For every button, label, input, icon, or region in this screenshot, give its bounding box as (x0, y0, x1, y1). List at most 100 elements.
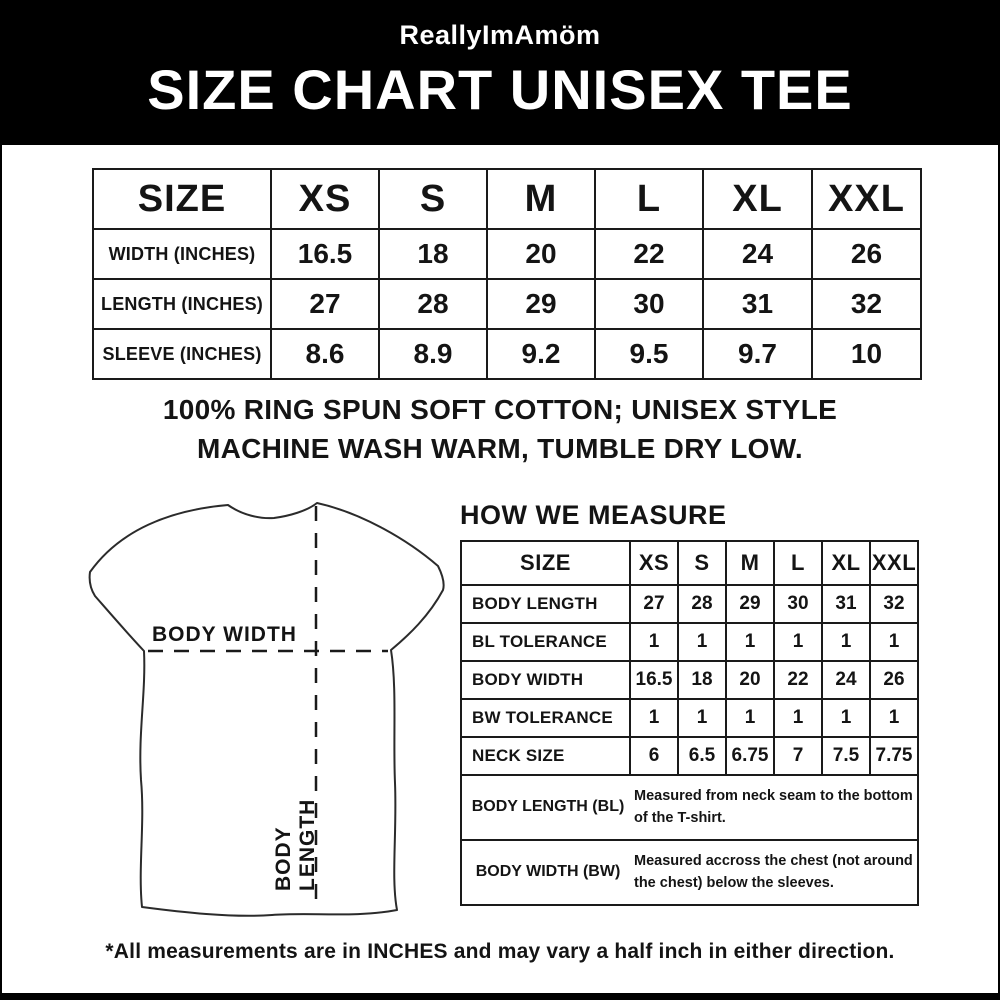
value-cell: 1 (629, 622, 679, 662)
value-cell: 29 (725, 584, 775, 624)
measure-table: SIZE XS S M L XL XXL BODY LENGTH 27 28 2… (460, 540, 919, 906)
table-row-length: LENGTH (INCHES) 27 28 29 30 31 32 (92, 278, 922, 330)
definition-row-bw: BODY WIDTH (BW) Measured accross the che… (460, 839, 919, 906)
value-cell: 28 (677, 584, 727, 624)
table-row-width: WIDTH (INCHES) 16.5 18 20 22 24 26 (92, 228, 922, 280)
value-cell: 1 (677, 622, 727, 662)
definition-term: BODY WIDTH (BW) (475, 863, 621, 881)
tee-outline (88, 502, 445, 917)
value-cell: 28 (378, 278, 488, 330)
size-table-header-row: SIZE XS S M L XL XXL (92, 168, 922, 230)
value-cell: 7.5 (821, 736, 871, 776)
col-header-size: SIZE (92, 168, 272, 230)
value-cell: 18 (677, 660, 727, 700)
header-band: ReallyImAmöm SIZE CHART UNISEX TEE (2, 0, 998, 145)
measure-section-title: HOW WE MEASURE (460, 500, 727, 530)
value-cell: 1 (677, 698, 727, 738)
value-cell: 1 (869, 622, 919, 662)
value-cell: 6.75 (725, 736, 775, 776)
value-cell: 1 (869, 698, 919, 738)
bottom-frame-bar (2, 993, 998, 1000)
value-cell: 27 (270, 278, 380, 330)
value-cell: 1 (725, 698, 775, 738)
col-header-xxl: XXL (869, 540, 919, 586)
row-label: BODY LENGTH (460, 584, 631, 624)
value-cell: 6 (629, 736, 679, 776)
value-cell: 20 (725, 660, 775, 700)
definition-text: Measured accross the chest (not around t… (634, 852, 913, 891)
care-text-line2: MACHINE WASH WARM, TUMBLE DRY LOW. (197, 433, 803, 464)
value-cell: 26 (811, 228, 922, 280)
definition-row-bl: BODY LENGTH (BL) Measured from neck seam… (460, 774, 919, 841)
table-row-body-width: BODY WIDTH 16.5 18 20 22 24 26 (460, 660, 919, 700)
value-cell: 7 (773, 736, 823, 776)
value-cell: 31 (702, 278, 813, 330)
value-cell: 1 (773, 698, 823, 738)
tee-outline-svg (88, 502, 445, 917)
value-cell: 1 (773, 622, 823, 662)
value-cell: 9.7 (702, 328, 813, 380)
table-row-bl-tolerance: BL TOLERANCE 1 1 1 1 1 1 (460, 622, 919, 662)
row-label: BL TOLERANCE (460, 622, 631, 662)
footnote: *All measurements are in INCHES and may … (105, 940, 895, 963)
value-cell: 1 (821, 698, 871, 738)
table-row-body-length: BODY LENGTH 27 28 29 30 31 32 (460, 584, 919, 624)
col-header-s: S (378, 168, 488, 230)
value-cell: 31 (821, 584, 871, 624)
page-title: SIZE CHART UNISEX TEE (147, 58, 853, 121)
value-cell: 26 (869, 660, 919, 700)
col-header-m: M (725, 540, 775, 586)
row-label: NECK SIZE (460, 736, 631, 776)
tee-diagram: BODY WIDTH BODY LENGTH (62, 488, 454, 933)
definition-text: Measured from neck seam to the bottom of… (634, 787, 913, 826)
value-cell: 6.5 (677, 736, 727, 776)
value-cell: 32 (811, 278, 922, 330)
value-cell: 22 (594, 228, 704, 280)
row-label: WIDTH (INCHES) (92, 228, 272, 280)
value-cell: 8.9 (378, 328, 488, 380)
table-row-neck-size: NECK SIZE 6 6.5 6.75 7 7.5 7.75 (460, 736, 919, 776)
value-cell: 24 (702, 228, 813, 280)
col-header-m: M (486, 168, 596, 230)
care-text: 100% RING SPUN SOFT COTTON; UNISEX STYLE… (2, 390, 998, 468)
col-header-s: S (677, 540, 727, 586)
definition-term: BODY LENGTH (BL) (471, 798, 625, 816)
value-cell: 9.5 (594, 328, 704, 380)
value-cell: 16.5 (270, 228, 380, 280)
col-header-l: L (594, 168, 704, 230)
row-label: LENGTH (INCHES) (92, 278, 272, 330)
value-cell: 30 (594, 278, 704, 330)
value-cell: 27 (629, 584, 679, 624)
value-cell: 16.5 (629, 660, 679, 700)
col-header-l: L (773, 540, 823, 586)
value-cell: 1 (629, 698, 679, 738)
col-header-xxl: XXL (811, 168, 922, 230)
value-cell: 1 (725, 622, 775, 662)
value-cell: 7.75 (869, 736, 919, 776)
col-header-xs: XS (629, 540, 679, 586)
value-cell: 29 (486, 278, 596, 330)
value-cell: 8.6 (270, 328, 380, 380)
brand-logo: ReallyImAmöm (399, 20, 601, 50)
value-cell: 1 (821, 622, 871, 662)
value-cell: 22 (773, 660, 823, 700)
value-cell: 18 (378, 228, 488, 280)
value-cell: 20 (486, 228, 596, 280)
body-length-label: BODY LENGTH (272, 798, 319, 891)
col-header-xs: XS (270, 168, 380, 230)
col-header-size: SIZE (460, 540, 631, 586)
value-cell: 10 (811, 328, 922, 380)
table-row-sleeve: SLEEVE (INCHES) 8.6 8.9 9.2 9.5 9.7 10 (92, 328, 922, 380)
measure-header-row: SIZE XS S M L XL XXL (460, 540, 919, 586)
value-cell: 9.2 (486, 328, 596, 380)
table-row-bw-tolerance: BW TOLERANCE 1 1 1 1 1 1 (460, 698, 919, 738)
col-header-xl: XL (821, 540, 871, 586)
size-table: SIZE XS S M L XL XXL WIDTH (INCHES) 16.5… (92, 168, 922, 380)
body-width-label: BODY WIDTH (152, 623, 297, 646)
value-cell: 24 (821, 660, 871, 700)
col-header-xl: XL (702, 168, 813, 230)
value-cell: 30 (773, 584, 823, 624)
row-label: BW TOLERANCE (460, 698, 631, 738)
care-text-line1: 100% RING SPUN SOFT COTTON; UNISEX STYLE (162, 394, 838, 425)
